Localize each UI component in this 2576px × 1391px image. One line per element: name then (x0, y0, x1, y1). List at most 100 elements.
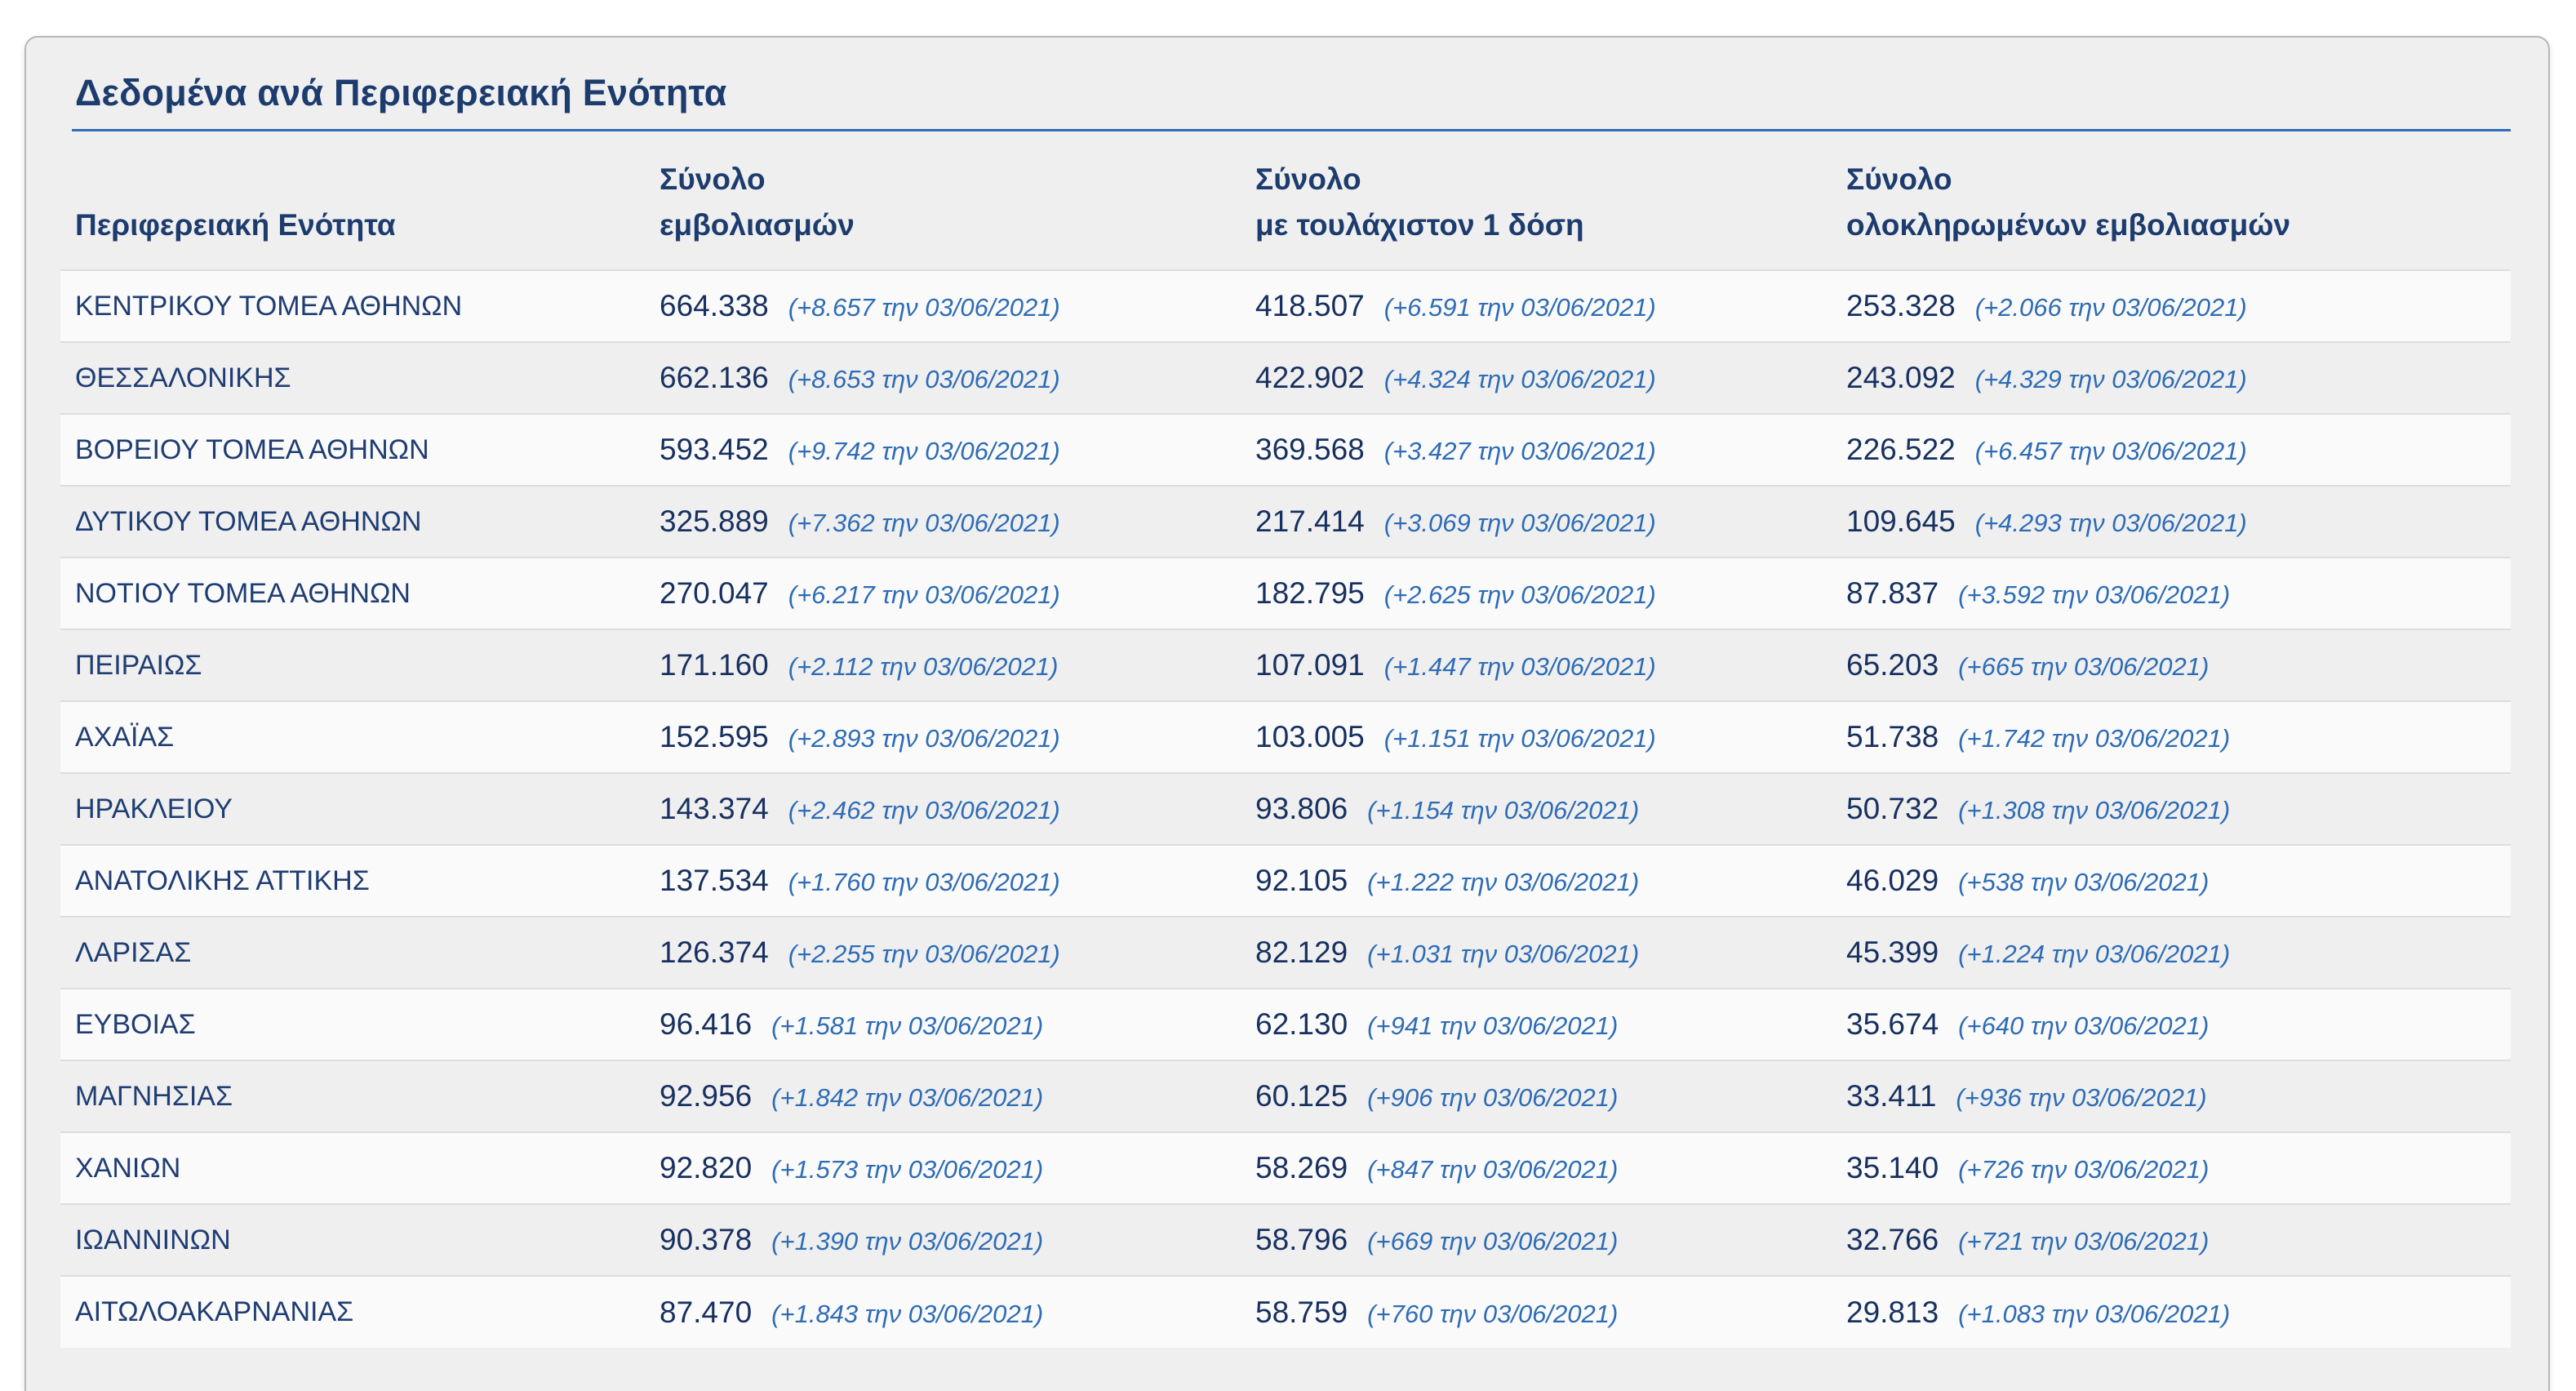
completed-value: 32.766 (1846, 1223, 1939, 1256)
region-name: ΑΧΑΪΑΣ (75, 721, 175, 753)
total-delta: (+2.112 την 03/06/2021) (788, 652, 1059, 681)
at-least-one-dose-value: 60.125 (1255, 1079, 1348, 1113)
total-cell: 137.534 (+1.760 την 03/06/2021) (645, 845, 1241, 917)
region-name: ΙΩΑΝΝΙΝΩΝ (75, 1224, 231, 1255)
at-least-one-dose-cell: 82.129 (+1.031 την 03/06/2021) (1241, 917, 1832, 989)
total-cell: 593.452 (+9.742 την 03/06/2021) (645, 414, 1241, 486)
completed-cell: 253.328 (+2.066 την 03/06/2021) (1832, 270, 2511, 342)
table-row: ΕΥΒΟΙΑΣ 96.416 (+1.581 την 03/06/2021) 62… (60, 989, 2511, 1060)
region-name: ΛΑΡΙΣΑΣ (75, 936, 192, 968)
table-row: ΑΧΑΪΑΣ 152.595 (+2.893 την 03/06/2021) 10… (60, 701, 2511, 773)
completed-delta: (+538 την 03/06/2021) (1958, 868, 2210, 896)
vaccination-dashboard-page: { "section": { "title": "Δεδομένα ανά Πε… (24, 36, 2550, 1391)
total-value: 171.160 (660, 648, 769, 682)
total-cell: 171.160 (+2.112 την 03/06/2021) (645, 629, 1241, 701)
at-least-one-dose-value: 107.091 (1255, 648, 1365, 682)
completed-delta: (+1.224 την 03/06/2021) (1958, 940, 2231, 968)
region-name: ΗΡΑΚΛΕΙΟΥ (75, 793, 233, 824)
completed-delta: (+4.293 την 03/06/2021) (1974, 509, 2247, 537)
total-value: 96.416 (660, 1007, 753, 1041)
total-cell: 325.889 (+7.362 την 03/06/2021) (645, 486, 1241, 558)
at-least-one-dose-cell: 92.105 (+1.222 την 03/06/2021) (1241, 845, 1832, 917)
region-name: ΧΑΝΙΩΝ (75, 1152, 181, 1184)
at-least-one-dose-value: 93.806 (1255, 792, 1348, 825)
table-row: ΛΑΡΙΣΑΣ 126.374 (+2.255 την 03/06/2021) 8… (60, 917, 2511, 989)
total-delta: (+1.573 την 03/06/2021) (771, 1155, 1044, 1184)
completed-value: 226.522 (1846, 433, 1956, 466)
completed-cell: 226.522 (+6.457 την 03/06/2021) (1832, 414, 2511, 486)
total-value: 143.374 (660, 792, 769, 825)
completed-cell: 32.766 (+721 την 03/06/2021) (1832, 1204, 2511, 1276)
at-least-one-dose-delta: (+1.151 την 03/06/2021) (1383, 724, 1656, 753)
total-cell: 662.136 (+8.653 την 03/06/2021) (645, 342, 1241, 414)
at-least-one-dose-delta: (+2.625 την 03/06/2021) (1383, 580, 1656, 609)
completed-value: 65.203 (1846, 648, 1939, 682)
total-value: 662.136 (660, 361, 769, 394)
table-row: ΗΡΑΚΛΕΙΟΥ 143.374 (+2.462 την 03/06/2021)… (60, 773, 2511, 845)
title-divider (72, 129, 2511, 131)
at-least-one-dose-cell: 58.759 (+760 την 03/06/2021) (1241, 1276, 1832, 1348)
table-row: ΙΩΑΝΝΙΝΩΝ 90.378 (+1.390 την 03/06/2021) … (60, 1204, 2511, 1276)
completed-cell: 33.411 (+936 την 03/06/2021) (1832, 1060, 2511, 1132)
completed-value: 29.813 (1846, 1295, 1939, 1329)
region-name: ΔΥΤΙΚΟΥ ΤΟΜΕΑ ΑΘΗΝΩΝ (75, 505, 422, 537)
at-least-one-dose-cell: 418.507 (+6.591 την 03/06/2021) (1241, 270, 1832, 342)
at-least-one-dose-value: 62.130 (1255, 1007, 1348, 1041)
completed-delta: (+665 την 03/06/2021) (1958, 652, 2210, 681)
total-value: 325.889 (660, 504, 769, 538)
at-least-one-dose-cell: 369.568 (+3.427 την 03/06/2021) (1241, 414, 1832, 486)
column-header-at-least-one-dose: Σύνολο με τουλάχιστον 1 δόση (1255, 162, 1584, 242)
at-least-one-dose-cell: 93.806 (+1.154 την 03/06/2021) (1241, 773, 1832, 845)
column-header-region: Περιφερειακή Ενότητα (60, 131, 645, 270)
region-name: ΒΟΡΕΙΟΥ ΤΟΜΕΑ ΑΘΗΝΩΝ (75, 433, 429, 465)
total-delta: (+2.462 την 03/06/2021) (788, 796, 1060, 824)
total-value: 92.820 (660, 1151, 753, 1184)
completed-value: 35.140 (1846, 1151, 1939, 1184)
at-least-one-dose-cell: 107.091 (+1.447 την 03/06/2021) (1241, 629, 1832, 701)
completed-delta: (+1.083 την 03/06/2021) (1958, 1299, 2231, 1328)
total-delta: (+1.581 την 03/06/2021) (771, 1011, 1044, 1040)
total-delta: (+1.842 την 03/06/2021) (771, 1083, 1044, 1112)
at-least-one-dose-value: 217.414 (1255, 504, 1365, 538)
total-cell: 96.416 (+1.581 την 03/06/2021) (645, 989, 1241, 1060)
at-least-one-dose-cell: 422.902 (+4.324 την 03/06/2021) (1241, 342, 1832, 414)
at-least-one-dose-delta: (+941 την 03/06/2021) (1367, 1011, 1619, 1040)
at-least-one-dose-value: 58.269 (1255, 1151, 1348, 1184)
total-delta: (+7.362 την 03/06/2021) (788, 509, 1060, 537)
at-least-one-dose-value: 92.105 (1255, 864, 1348, 897)
region-name: ΑΝΑΤΟΛΙΚΗΣ ΑΤΤΙΚΗΣ (75, 864, 370, 896)
section-title: Δεδομένα ανά Περιφερειακή Ενότητα (75, 72, 727, 113)
completed-value: 46.029 (1846, 864, 1939, 897)
total-value: 90.378 (660, 1223, 753, 1256)
completed-delta: (+1.308 την 03/06/2021) (1958, 796, 2231, 824)
table-body: ΚΕΝΤΡΙΚΟΥ ΤΟΜΕΑ ΑΘΗΝΩΝ 664.338 (+8.657 τη… (60, 270, 2511, 1348)
region-name: ΝΟΤΙΟΥ ΤΟΜΕΑ ΑΘΗΝΩΝ (75, 577, 411, 609)
at-least-one-dose-value: 422.902 (1255, 361, 1365, 394)
completed-value: 50.732 (1846, 792, 1939, 825)
table-row: ΜΑΓΝΗΣΙΑΣ 92.956 (+1.842 την 03/06/2021) … (60, 1060, 2511, 1132)
completed-value: 253.328 (1846, 289, 1956, 322)
at-least-one-dose-delta: (+3.427 την 03/06/2021) (1383, 437, 1656, 465)
completed-delta: (+640 την 03/06/2021) (1958, 1011, 2210, 1040)
table-row: ΒΟΡΕΙΟΥ ΤΟΜΕΑ ΑΘΗΝΩΝ 593.452 (+9.742 την … (60, 414, 2511, 486)
at-least-one-dose-value: 58.759 (1255, 1295, 1348, 1329)
region-name: ΕΥΒΟΙΑΣ (75, 1008, 196, 1040)
at-least-one-dose-value: 82.129 (1255, 935, 1348, 969)
at-least-one-dose-delta: (+1.154 την 03/06/2021) (1367, 796, 1640, 824)
total-value: 87.470 (660, 1295, 753, 1329)
regional-data-card: Δεδομένα ανά Περιφερειακή Ενότητα Περιφε… (24, 36, 2550, 1391)
at-least-one-dose-cell: 60.125 (+906 την 03/06/2021) (1241, 1060, 1832, 1132)
region-name: ΠΕΙΡΑΙΩΣ (75, 649, 202, 681)
total-cell: 92.956 (+1.842 την 03/06/2021) (645, 1060, 1241, 1132)
at-least-one-dose-delta: (+760 την 03/06/2021) (1367, 1299, 1619, 1328)
total-value: 664.338 (660, 289, 769, 322)
region-name: ΜΑΓΝΗΣΙΑΣ (75, 1080, 233, 1112)
table-row: ΑΝΑΤΟΛΙΚΗΣ ΑΤΤΙΚΗΣ 137.534 (+1.760 την 03… (60, 845, 2511, 917)
completed-cell: 46.029 (+538 την 03/06/2021) (1832, 845, 2511, 917)
at-least-one-dose-cell: 62.130 (+941 την 03/06/2021) (1241, 989, 1832, 1060)
column-header-region-label: Περιφερειακή Ενότητα (75, 208, 396, 242)
at-least-one-dose-delta: (+1.222 την 03/06/2021) (1367, 868, 1640, 896)
completed-cell: 35.674 (+640 την 03/06/2021) (1832, 989, 2511, 1060)
completed-delta: (+2.066 την 03/06/2021) (1974, 293, 2247, 322)
completed-cell: 29.813 (+1.083 την 03/06/2021) (1832, 1276, 2511, 1348)
